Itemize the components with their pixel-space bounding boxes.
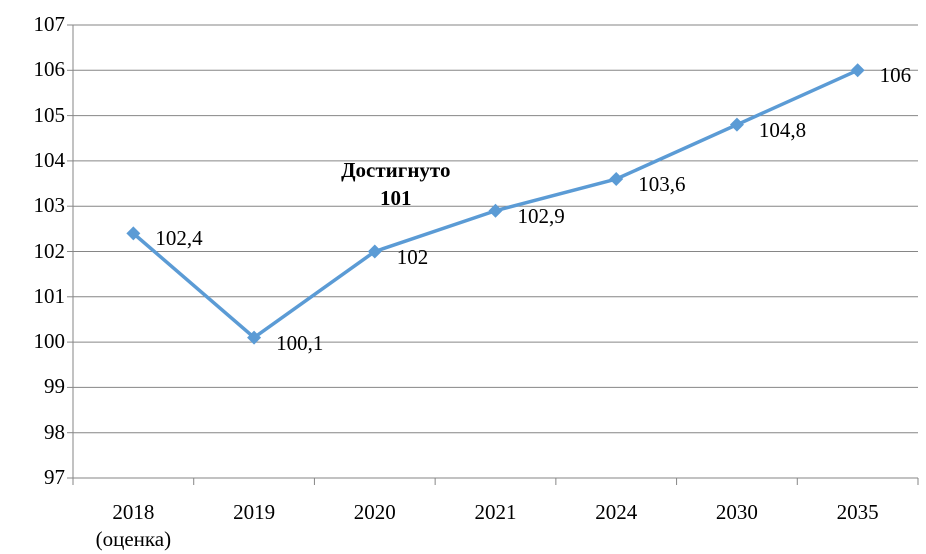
data-label: 104,8 [758, 117, 807, 142]
y-tick-label: 105 [33, 102, 66, 127]
y-tick-label: 104 [33, 147, 66, 172]
data-label: 102 [396, 244, 429, 269]
annotation: Достигнуто 101 [341, 158, 451, 210]
y-tick-label: 106 [33, 57, 66, 82]
data-point [247, 330, 262, 345]
data-label: 100,1 [276, 330, 324, 355]
x-tick-label: 2024 [595, 500, 638, 524]
y-tick-label: 102 [33, 238, 66, 263]
data-point [850, 63, 865, 78]
data-point [488, 203, 503, 218]
x-tick-label: 2018 (оценка) [95, 500, 172, 551]
data-point [609, 172, 624, 187]
y-tick-label: 100 [33, 329, 66, 354]
data-point [126, 226, 141, 241]
data-point [367, 244, 382, 259]
data-point [729, 117, 744, 132]
data-label: 102,4 [155, 226, 203, 251]
x-tick-label: 2030 [715, 500, 758, 524]
data-label: 103,6 [638, 172, 686, 197]
x-tick-label: 2019 [233, 500, 276, 524]
x-tick-label: 2020 [353, 500, 396, 524]
y-tick-label: 103 [33, 193, 66, 218]
y-tick-label: 99 [44, 374, 65, 399]
data-label: 106 [879, 63, 912, 88]
x-tick-label: 2035 [836, 500, 879, 524]
y-tick-label: 107 [33, 12, 66, 36]
y-tick-label: 97 [44, 465, 65, 489]
x-tick-label: 2021 [474, 500, 517, 524]
y-tick-label: 98 [44, 419, 65, 444]
y-tick-label: 101 [33, 283, 66, 308]
data-label: 102,9 [517, 203, 565, 228]
